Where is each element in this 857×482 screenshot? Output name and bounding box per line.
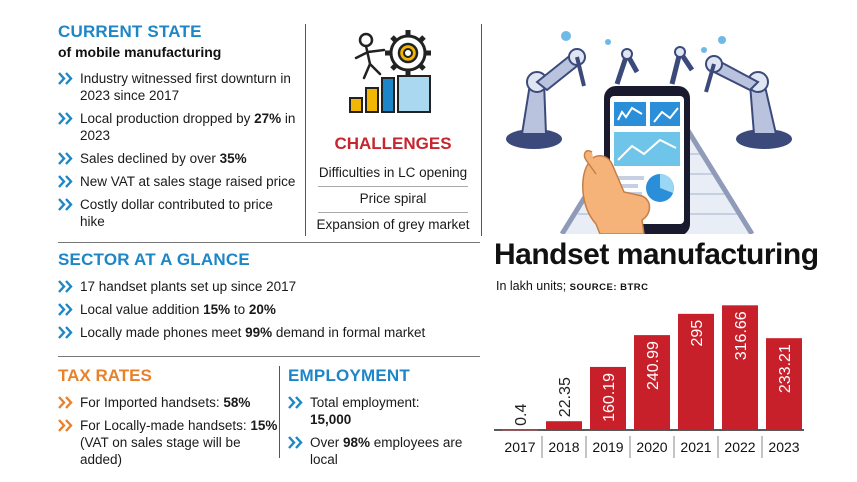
bar-2021 bbox=[678, 313, 714, 430]
highlight-value: 99% bbox=[245, 325, 273, 340]
x-tick-label: 2023 bbox=[768, 439, 799, 455]
list-item: Costly dollar contributed to price hike bbox=[58, 196, 298, 230]
chevron-right-icon bbox=[58, 280, 73, 293]
list-item: Local production dropped by 27% in 2023 bbox=[58, 110, 298, 144]
list-item: Industry witnessed first downturn in 202… bbox=[58, 70, 298, 104]
chevron-right-icon bbox=[288, 396, 303, 409]
robot-arm-smartphone-illustration bbox=[506, 31, 792, 234]
list-item: Locally made phones meet 99% demand in f… bbox=[58, 324, 478, 341]
list-item-text: employees are local bbox=[310, 435, 463, 467]
list-item-text: demand in formal market bbox=[272, 325, 426, 340]
divider bbox=[318, 186, 468, 187]
bar-value-label: 0.4 bbox=[513, 403, 530, 425]
bar-2018 bbox=[546, 421, 582, 430]
list-item-text: Sales declined by over bbox=[80, 151, 220, 166]
chart-units: In lakh units; bbox=[496, 279, 567, 293]
bar-value-label: 22.35 bbox=[557, 377, 574, 417]
list-item-text: in 2023 bbox=[80, 111, 296, 143]
list-item-text: Over bbox=[310, 435, 344, 450]
divider bbox=[481, 24, 482, 236]
list-item-text: 17 handset plants set up since 2017 bbox=[80, 279, 297, 294]
chevron-right-icon bbox=[58, 72, 73, 85]
tax-list: For Imported handsets: 58% For Locally-m… bbox=[58, 394, 280, 474]
divider bbox=[279, 366, 280, 458]
divider bbox=[318, 212, 468, 213]
bar-2020 bbox=[634, 335, 670, 430]
highlight-value: 98% bbox=[343, 435, 371, 450]
challenge-item: Expansion of grey market bbox=[316, 217, 470, 232]
chevron-right-icon bbox=[288, 436, 303, 449]
current-state-title: CURRENT STATE bbox=[58, 22, 202, 41]
list-item: Total employment: 15,000 bbox=[288, 394, 484, 428]
chart-subtitle: In lakh units; SOURCE: BTRC bbox=[496, 279, 649, 293]
bar-2017 bbox=[502, 429, 538, 431]
highlight-value: 27% bbox=[254, 111, 282, 126]
divider bbox=[58, 242, 480, 243]
x-tick-label: 2021 bbox=[680, 439, 711, 455]
bar-2019 bbox=[590, 366, 626, 430]
highlight-value: 58% bbox=[223, 395, 251, 410]
chevron-right-icon bbox=[58, 152, 73, 165]
challenge-item: Price spiral bbox=[359, 191, 427, 206]
x-tick-label: 2018 bbox=[548, 439, 579, 455]
x-tick-label: 2022 bbox=[724, 439, 755, 455]
highlight-value: 15,000 bbox=[310, 412, 352, 427]
employment-title: EMPLOYMENT bbox=[288, 366, 410, 385]
challenge-item: Difficulties in LC opening bbox=[318, 165, 468, 180]
current-state-subtitle: of mobile manufacturing bbox=[58, 44, 222, 60]
climbing-person-gear-icon bbox=[349, 30, 431, 113]
chevron-right-icon bbox=[58, 112, 73, 125]
chart-title: Handset manufacturing bbox=[494, 238, 819, 271]
x-tick-label: 2020 bbox=[636, 439, 667, 455]
highlight-value: 15% bbox=[250, 418, 278, 433]
list-item-text: to bbox=[230, 302, 249, 317]
list-item: For Imported handsets: 58% bbox=[58, 394, 280, 411]
x-tick-label: 2017 bbox=[504, 439, 535, 455]
chevron-right-icon bbox=[58, 303, 73, 316]
list-item-text: New VAT at sales stage raised price bbox=[80, 174, 296, 189]
divider bbox=[305, 24, 306, 236]
bar-value-label: 295 bbox=[689, 320, 706, 347]
chevron-right-icon bbox=[58, 198, 73, 211]
employment-list: Total employment: 15,000 Over 98% employ… bbox=[288, 394, 484, 474]
chevron-right-icon bbox=[58, 175, 73, 188]
chevron-right-icon bbox=[58, 396, 73, 409]
list-item-text: Local value addition bbox=[80, 302, 204, 317]
list-item-text: Industry witnessed first downturn in 202… bbox=[80, 71, 291, 103]
list-item: Sales declined by over 35% bbox=[58, 150, 298, 167]
bar-value-label: 160.19 bbox=[601, 373, 618, 422]
challenges-title: CHALLENGES bbox=[334, 134, 452, 153]
bar-value-label: 233.21 bbox=[777, 344, 794, 393]
x-tick-label: 2019 bbox=[592, 439, 623, 455]
highlight-value: 20% bbox=[248, 302, 276, 317]
highlight-value: 15% bbox=[203, 302, 231, 317]
bar-2023 bbox=[766, 338, 802, 430]
list-item-text: For Imported handsets: bbox=[80, 395, 224, 410]
tax-rates-title: TAX RATES bbox=[58, 366, 152, 385]
list-item: For Locally-made handsets: 15% (VAT on s… bbox=[58, 417, 280, 468]
sector-title: SECTOR AT A GLANCE bbox=[58, 250, 250, 269]
bar-value-label: 316.66 bbox=[733, 311, 750, 360]
chart-source: SOURCE: BTRC bbox=[569, 282, 649, 293]
bar-value-label: 240.99 bbox=[645, 341, 662, 390]
list-item: Local value addition 15% to 20% bbox=[58, 301, 478, 318]
highlight-value: 35% bbox=[219, 151, 247, 166]
list-item: Over 98% employees are local bbox=[288, 434, 484, 468]
list-item: New VAT at sales stage raised price bbox=[58, 173, 298, 190]
sector-list: 17 handset plants set up since 2017 Loca… bbox=[58, 278, 478, 347]
list-item-text: For Locally-made handsets: bbox=[80, 418, 251, 433]
divider bbox=[58, 356, 480, 357]
list-item-text: Locally made phones meet bbox=[80, 325, 246, 340]
list-item-text: Local production dropped by bbox=[80, 111, 255, 126]
list-item: 17 handset plants set up since 2017 bbox=[58, 278, 478, 295]
current-state-list: Industry witnessed first downturn in 202… bbox=[58, 70, 298, 236]
chevron-right-icon bbox=[58, 326, 73, 339]
list-item-text: Costly dollar contributed to price hike bbox=[80, 197, 273, 229]
chevron-right-icon bbox=[58, 419, 73, 432]
list-item-text: Total employment: bbox=[310, 395, 420, 410]
bar-chart: 0.4 2017 22.35 2018 160.19 2019 240.99 2020 295 2… bbox=[494, 305, 804, 458]
bar-2022 bbox=[722, 305, 758, 430]
list-item-note: (VAT on sales stage will be added) bbox=[80, 435, 241, 467]
